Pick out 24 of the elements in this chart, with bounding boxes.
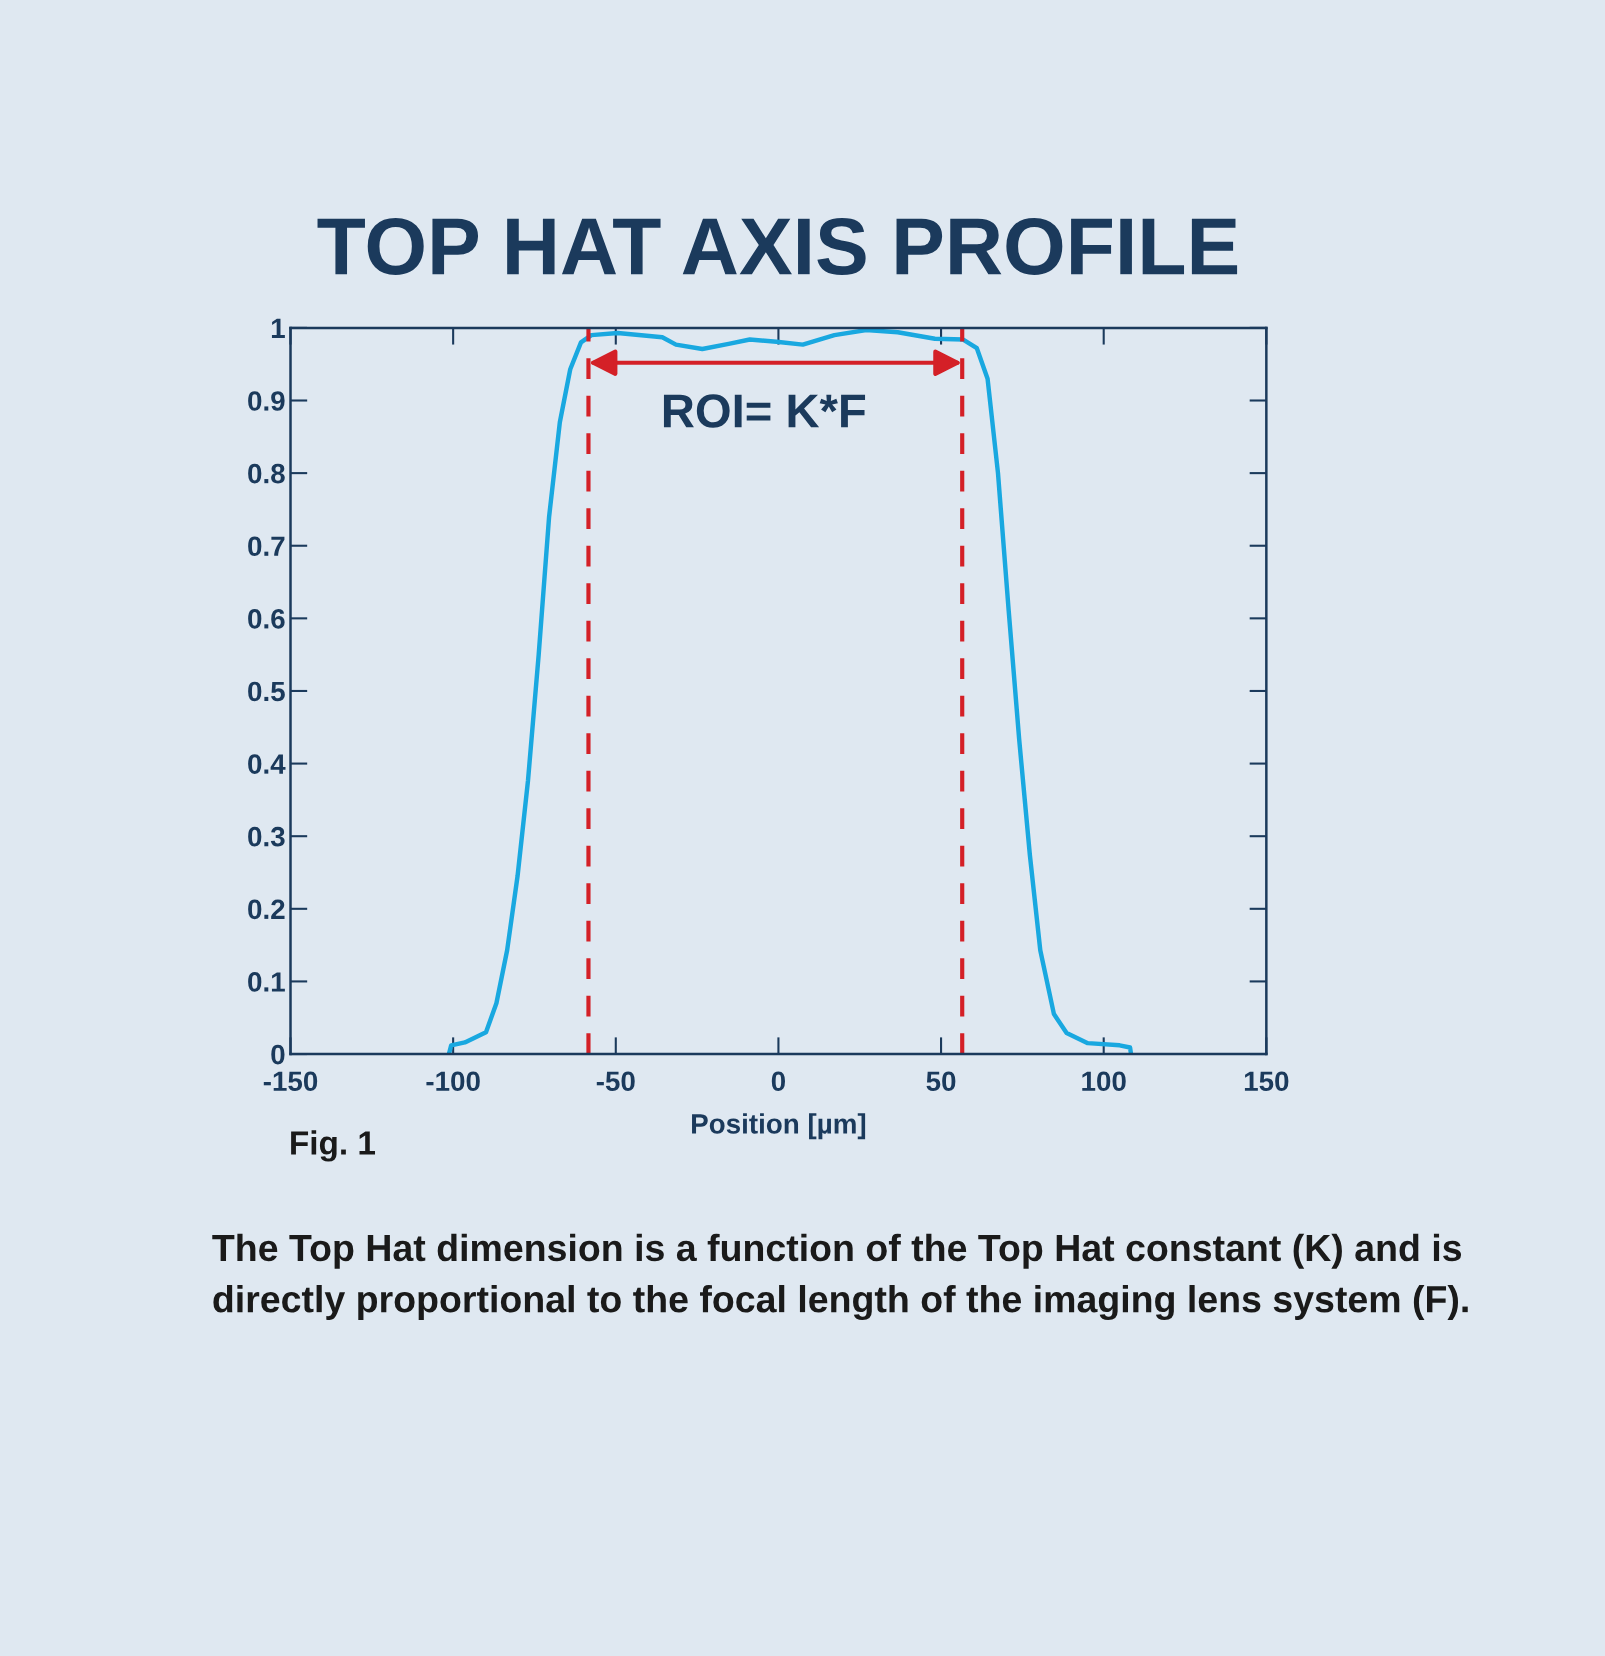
x-tick-label: 50 bbox=[926, 1071, 956, 1092]
y-tick-label: 0.3 bbox=[248, 826, 285, 847]
y-tick-label: 0.8 bbox=[248, 463, 285, 484]
y-tick-label: 0.7 bbox=[248, 536, 285, 557]
x-tick-label: -100 bbox=[426, 1071, 480, 1092]
y-tick-label: 0.5 bbox=[248, 681, 285, 702]
y-tick-label: 0 bbox=[271, 1044, 285, 1065]
x-tick-label: -50 bbox=[596, 1071, 635, 1092]
line-series bbox=[446, 327, 1134, 1055]
chart-title: TOP HAT AXIS PROFILE bbox=[317, 217, 1238, 275]
y-tick-label: 0.1 bbox=[248, 972, 285, 992]
text: The Top Hat dimension is a function of the Top Hat constant (K) and is directly proportional to the focal length of the imaging lens system (F). bbox=[212, 1233, 1468, 1321]
x-tick-label: 100 bbox=[1082, 1071, 1126, 1092]
y-tick-label: 0.9 bbox=[248, 391, 285, 411]
y-tick-label: 0.2 bbox=[248, 899, 285, 920]
x-tick-label: 0 bbox=[771, 1071, 786, 1092]
x-tick-label: -150 bbox=[263, 1071, 318, 1092]
y-tick-label: 0.4 bbox=[248, 754, 286, 774]
annotation: ROI= K*F bbox=[663, 394, 866, 428]
y-tick-label: 0.6 bbox=[248, 609, 285, 629]
x-axis-title: Position [µm] bbox=[692, 1113, 866, 1140]
x-tick-label: 150 bbox=[1244, 1071, 1289, 1092]
caption: Fig. 1 bbox=[291, 1130, 376, 1162]
y-tick-label: 1 bbox=[271, 318, 285, 338]
